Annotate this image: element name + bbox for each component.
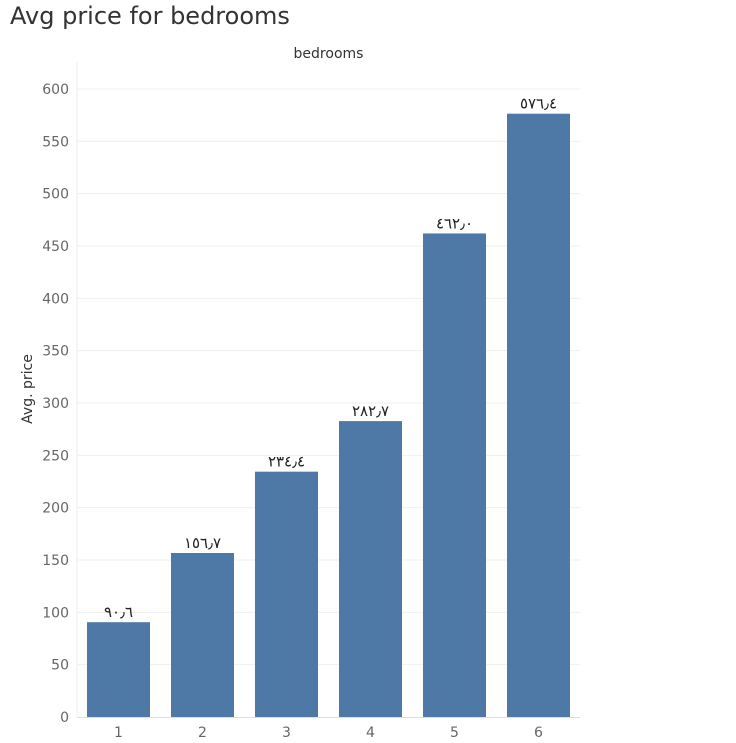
x-tick-label-6: 6	[534, 725, 543, 741]
x-axis-ticks: 1 2 3 4 5 6	[114, 725, 543, 741]
y-tick-label: 550	[42, 134, 69, 150]
x-tick-label-1: 1	[114, 725, 123, 741]
x-tick-label-3: 3	[282, 725, 291, 741]
column-header: bedrooms	[294, 46, 364, 62]
bar-6	[507, 113, 570, 717]
bar-2	[171, 552, 234, 717]
y-tick-label: 100	[42, 605, 69, 621]
chart-title: Avg price for bedrooms	[10, 2, 290, 30]
x-tick-label-4: 4	[366, 725, 375, 741]
bar-3	[255, 471, 318, 717]
y-tick-label: 300	[42, 396, 69, 412]
bar-4	[339, 421, 402, 717]
y-tick-label: 50	[51, 658, 69, 674]
data-labels: ٩٠٫٦ ١٥٦٫٧ ٢٣٤٫٤ ٢٨٢٫٧ ٤٦٢٫٠ ٥٧٦٫٤	[104, 95, 557, 621]
bar-1	[87, 622, 150, 717]
data-label-1: ٩٠٫٦	[104, 603, 133, 621]
bar-5	[423, 233, 486, 717]
gridlines	[76, 62, 580, 717]
y-tick-label: 0	[60, 710, 69, 726]
y-axis-title: Avg. price	[20, 354, 36, 424]
x-tick-label-2: 2	[198, 725, 207, 741]
y-tick-label: 500	[42, 187, 69, 203]
x-tick-label-5: 5	[450, 725, 459, 741]
data-label-3: ٢٣٤٫٤	[268, 453, 305, 471]
y-tick-label: 600	[42, 82, 69, 98]
y-tick-label: 400	[42, 291, 69, 307]
y-tick-label: 200	[42, 501, 69, 517]
data-label-5: ٤٦٢٫٠	[436, 214, 473, 232]
data-label-4: ٢٨٢٫٧	[352, 402, 389, 420]
y-tick-label: 150	[42, 553, 69, 569]
y-axis-ticks: 0 50 100 150 200 250 300 350 400 450 500 550 600	[42, 82, 69, 726]
data-label-2: ١٥٦٫٧	[184, 534, 221, 552]
data-label-6: ٥٧٦٫٤	[520, 95, 557, 113]
y-tick-label: 450	[42, 239, 69, 255]
bars	[87, 113, 570, 717]
y-tick-label: 350	[42, 344, 69, 360]
y-tick-label: 250	[42, 448, 69, 464]
